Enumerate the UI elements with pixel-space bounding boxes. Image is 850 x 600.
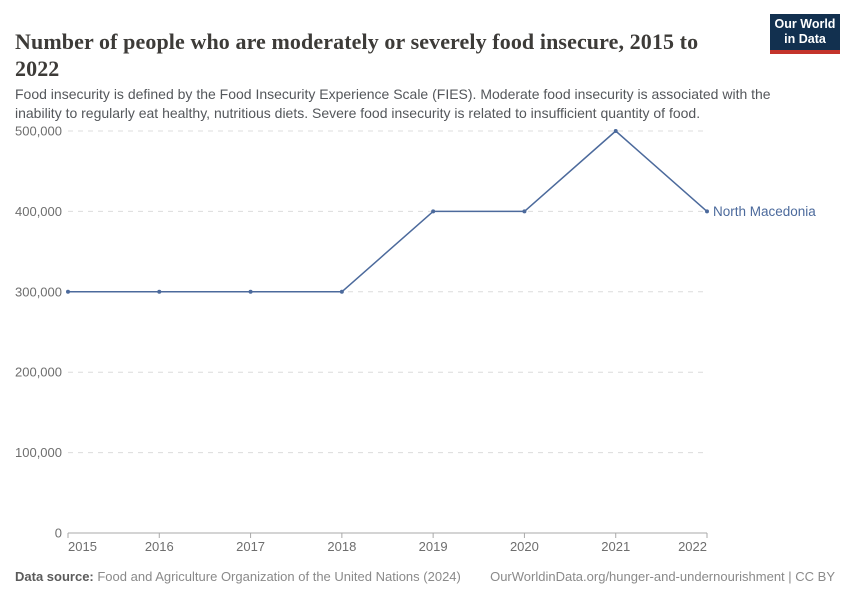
data-source-value: Food and Agriculture Organization of the… — [93, 569, 461, 584]
owid-logo-line2: in Data — [784, 32, 826, 46]
x-tick-label: 2019 — [419, 539, 448, 554]
data-point — [522, 209, 527, 214]
x-tick-label: 2020 — [510, 539, 539, 554]
data-point — [431, 209, 436, 214]
chart-title: Number of people who are moderately or s… — [15, 28, 699, 81]
y-tick-label: 0 — [55, 526, 62, 541]
x-tick-label: 2016 — [145, 539, 174, 554]
chart-footer: Data source: Food and Agriculture Organi… — [15, 569, 835, 584]
y-tick-label: 300,000 — [15, 284, 62, 299]
x-tick-label: 2017 — [236, 539, 265, 554]
owid-logo: Our World in Data — [770, 14, 840, 54]
y-tick-label: 100,000 — [15, 445, 62, 460]
x-tick-label: 2022 — [678, 539, 707, 554]
y-tick-label: 200,000 — [15, 365, 62, 380]
series-line — [68, 130, 708, 293]
x-tick-label: 2021 — [601, 539, 630, 554]
credit-line: OurWorldinData.org/hunger-and-undernouri… — [490, 569, 835, 584]
y-tick-label: 500,000 — [15, 124, 62, 139]
data-point — [66, 289, 70, 294]
data-point — [613, 129, 618, 133]
chart-subtitle: Food insecurity is defined by the Food I… — [15, 86, 771, 121]
data-source-label: Data source: — [15, 569, 94, 584]
owid-logo-line1: Our World — [774, 17, 836, 31]
y-tick-label: 400,000 — [15, 204, 62, 219]
data-point — [248, 289, 253, 294]
data-source-note: Data source: Food and Agriculture Organi… — [15, 569, 461, 584]
data-point — [157, 289, 162, 294]
x-tick-label: 2015 — [68, 539, 97, 554]
data-point — [705, 209, 709, 214]
x-tick-label: 2018 — [327, 539, 356, 554]
data-point — [339, 289, 344, 294]
series-end-label: North Macedonia — [713, 204, 816, 219]
